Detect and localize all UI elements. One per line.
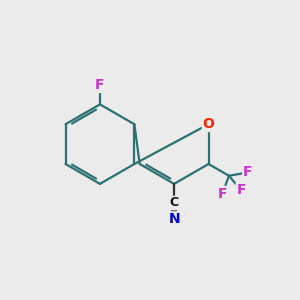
Text: O: O: [202, 117, 214, 131]
Text: F: F: [95, 78, 105, 92]
Text: N: N: [168, 212, 180, 226]
Text: F: F: [218, 187, 227, 201]
Text: F: F: [243, 165, 253, 179]
Text: C: C: [169, 196, 179, 209]
Text: F: F: [236, 183, 246, 197]
